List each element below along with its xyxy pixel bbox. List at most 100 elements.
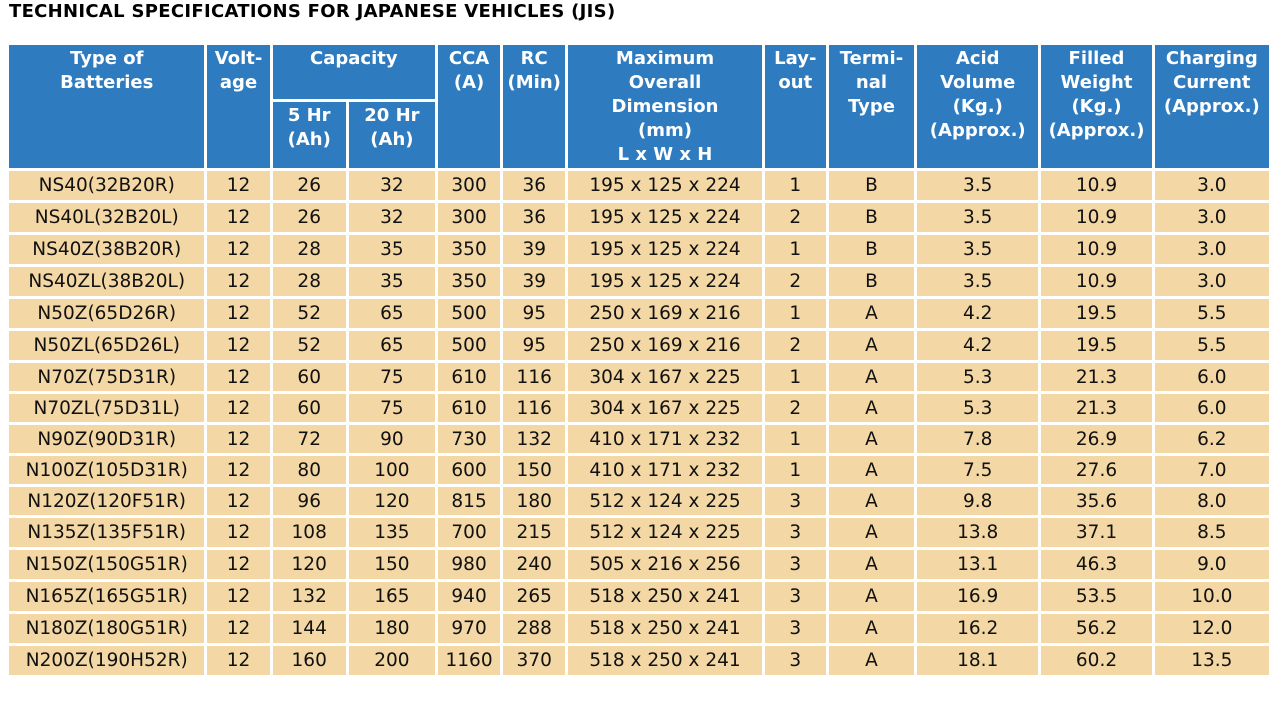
header-rc: RC (Min): [503, 45, 566, 168]
cell-charging-current: 6.0: [1154, 394, 1269, 422]
cell-type: NS40(32B20R): [9, 171, 205, 200]
cell-terminal: B: [828, 171, 915, 200]
cell-acid-volume: 9.8: [917, 487, 1039, 515]
cell-cca: 600: [438, 456, 501, 484]
cell-capacity-5hr: 96: [272, 487, 346, 515]
cell-rc: 36: [503, 171, 566, 200]
table-row: N165Z(165G51R) 12 132 165 940 265 518 x 250 x …: [9, 582, 1269, 611]
cell-dimension: 518 x 250 x 241: [568, 614, 762, 643]
cell-type: N90Z(90D31R): [9, 425, 205, 453]
cell-dimension: 250 x 169 x 216: [568, 299, 762, 328]
cell-layout: 1: [764, 363, 826, 391]
cell-capacity-20hr: 75: [348, 394, 435, 422]
cell-rc: 116: [503, 363, 566, 391]
cell-dimension: 195 x 125 x 224: [568, 267, 762, 296]
cell-capacity-5hr: 60: [272, 363, 346, 391]
cell-layout: 1: [764, 235, 826, 264]
cell-charging-current: 3.0: [1154, 235, 1269, 264]
cell-charging-current: 7.0: [1154, 456, 1269, 484]
cell-terminal: A: [828, 394, 915, 422]
header-layout: Lay- out: [764, 45, 826, 168]
cell-dimension: 250 x 169 x 216: [568, 331, 762, 360]
cell-charging-current: 3.0: [1154, 203, 1269, 232]
cell-capacity-20hr: 65: [348, 331, 435, 360]
cell-rc: 39: [503, 267, 566, 296]
cell-rc: 39: [503, 235, 566, 264]
cell-dimension: 195 x 125 x 224: [568, 171, 762, 200]
cell-charging-current: 8.5: [1154, 518, 1269, 547]
cell-acid-volume: 3.5: [917, 203, 1039, 232]
cell-voltage: 12: [207, 235, 270, 264]
cell-terminal: A: [828, 550, 915, 579]
header-cca: CCA (A): [438, 45, 501, 168]
cell-rc: 95: [503, 299, 566, 328]
cell-capacity-20hr: 135: [348, 518, 435, 547]
cell-filled-weight: 53.5: [1041, 582, 1152, 611]
cell-capacity-20hr: 75: [348, 363, 435, 391]
cell-layout: 1: [764, 299, 826, 328]
cell-rc: 240: [503, 550, 566, 579]
cell-capacity-5hr: 144: [272, 614, 346, 643]
cell-charging-current: 8.0: [1154, 487, 1269, 515]
table-row: N150Z(150G51R) 12 120 150 980 240 505 x 216 x …: [9, 550, 1269, 579]
cell-terminal: A: [828, 582, 915, 611]
cell-terminal: A: [828, 331, 915, 360]
table-row: N135Z(135F51R) 12 108 135 700 215 512 x 124 x …: [9, 518, 1269, 547]
cell-voltage: 12: [207, 550, 270, 579]
cell-layout: 3: [764, 582, 826, 611]
cell-voltage: 12: [207, 614, 270, 643]
spec-table: Type of Batteries Volt- age Capacity CCA…: [6, 42, 1272, 678]
cell-voltage: 12: [207, 487, 270, 515]
cell-type: N150Z(150G51R): [9, 550, 205, 579]
cell-filled-weight: 21.3: [1041, 363, 1152, 391]
cell-charging-current: 9.0: [1154, 550, 1269, 579]
cell-type: N180Z(180G51R): [9, 614, 205, 643]
cell-cca: 500: [438, 299, 501, 328]
cell-capacity-5hr: 108: [272, 518, 346, 547]
cell-terminal: A: [828, 487, 915, 515]
cell-type: N70Z(75D31R): [9, 363, 205, 391]
header-capacity: Capacity: [272, 45, 435, 99]
cell-acid-volume: 3.5: [917, 235, 1039, 264]
cell-charging-current: 5.5: [1154, 331, 1269, 360]
cell-capacity-20hr: 32: [348, 171, 435, 200]
table-row: NS40ZL(38B20L) 12 28 35 350 39 195 x 125 x 224…: [9, 267, 1269, 296]
cell-charging-current: 13.5: [1154, 646, 1269, 675]
table-row: N180Z(180G51R) 12 144 180 970 288 518 x 250 x …: [9, 614, 1269, 643]
cell-acid-volume: 7.5: [917, 456, 1039, 484]
cell-type: NS40Z(38B20R): [9, 235, 205, 264]
cell-rc: 95: [503, 331, 566, 360]
cell-rc: 370: [503, 646, 566, 675]
cell-acid-volume: 3.5: [917, 267, 1039, 296]
cell-cca: 940: [438, 582, 501, 611]
cell-type: N50Z(65D26R): [9, 299, 205, 328]
cell-dimension: 505 x 216 x 256: [568, 550, 762, 579]
cell-charging-current: 3.0: [1154, 267, 1269, 296]
cell-capacity-5hr: 28: [272, 267, 346, 296]
cell-rc: 36: [503, 203, 566, 232]
cell-terminal: A: [828, 363, 915, 391]
cell-charging-current: 6.0: [1154, 363, 1269, 391]
table-row: N200Z(190H52R) 12 160 200 1160 370 518 x 250 x…: [9, 646, 1269, 675]
cell-dimension: 304 x 167 x 225: [568, 394, 762, 422]
cell-voltage: 12: [207, 582, 270, 611]
cell-filled-weight: 10.9: [1041, 267, 1152, 296]
cell-cca: 350: [438, 267, 501, 296]
cell-acid-volume: 5.3: [917, 394, 1039, 422]
cell-rc: 180: [503, 487, 566, 515]
page-title: TECHNICAL SPECIFICATIONS FOR JAPANESE VE…: [9, 1, 616, 22]
table-row: N50Z(65D26R) 12 52 65 500 95 250 x 169 x 216 1 A…: [9, 299, 1269, 328]
cell-voltage: 12: [207, 456, 270, 484]
cell-voltage: 12: [207, 203, 270, 232]
cell-filled-weight: 26.9: [1041, 425, 1152, 453]
cell-dimension: 410 x 171 x 232: [568, 456, 762, 484]
header-capacity-20hr: 20 Hr (Ah): [348, 102, 435, 168]
header-charging-current: Charging Current (Approx.): [1154, 45, 1269, 168]
cell-layout: 2: [764, 267, 826, 296]
cell-dimension: 304 x 167 x 225: [568, 363, 762, 391]
header-type: Type of Batteries: [9, 45, 205, 168]
header-voltage: Volt- age: [207, 45, 270, 168]
cell-voltage: 12: [207, 171, 270, 200]
cell-filled-weight: 10.9: [1041, 171, 1152, 200]
cell-filled-weight: 46.3: [1041, 550, 1152, 579]
